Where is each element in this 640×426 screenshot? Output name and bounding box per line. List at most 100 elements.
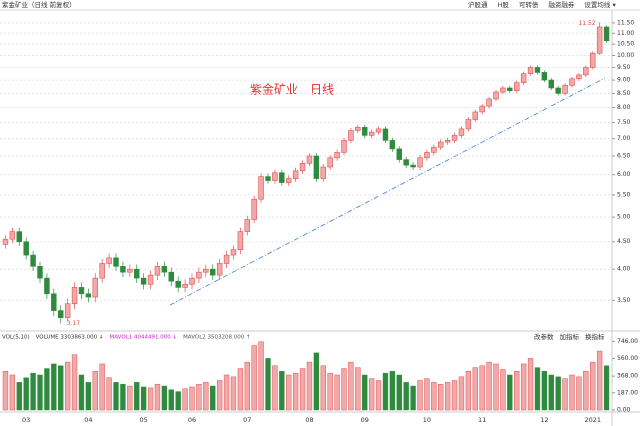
volume-bar bbox=[244, 361, 250, 411]
menu-item[interactable]: 沪股通 bbox=[468, 0, 488, 9]
candle-body bbox=[37, 266, 43, 279]
candle-body bbox=[44, 277, 50, 295]
candle-body bbox=[514, 82, 520, 91]
volume-bar bbox=[37, 374, 43, 411]
x-tick-label: 2021 bbox=[584, 416, 601, 424]
volume-bar bbox=[320, 365, 326, 411]
volume-bar bbox=[520, 363, 527, 411]
menu-item[interactable]: 设置均线 ▾ bbox=[584, 0, 616, 9]
menu-item[interactable]: 融资融券 bbox=[548, 0, 575, 9]
volume-bar bbox=[313, 352, 320, 411]
volume-bar bbox=[147, 387, 154, 411]
volume-bar bbox=[382, 372, 389, 411]
volume-bar bbox=[479, 365, 485, 411]
candle-body bbox=[313, 155, 320, 179]
candle-body bbox=[389, 140, 396, 150]
y-tick-label: 5.00 bbox=[617, 214, 631, 221]
candle-body bbox=[189, 277, 195, 285]
volume-bar bbox=[603, 365, 610, 411]
volume-bar bbox=[362, 374, 368, 411]
volume-bar bbox=[210, 385, 216, 411]
candle-body bbox=[99, 263, 105, 279]
volume-bar bbox=[507, 374, 513, 411]
candle-body bbox=[403, 159, 409, 166]
volume-bar bbox=[230, 376, 237, 411]
legend-entry: VOL(5,10) bbox=[2, 335, 30, 341]
volume-bar bbox=[534, 367, 541, 411]
candle-body bbox=[216, 263, 223, 276]
volume-bar bbox=[431, 382, 437, 411]
y-tick-label: 9.50 bbox=[617, 64, 631, 71]
volume-bar bbox=[140, 386, 147, 411]
volume-bar bbox=[341, 368, 347, 411]
volume-bar bbox=[223, 374, 230, 411]
volume-bar bbox=[569, 374, 575, 411]
candle-body bbox=[348, 130, 354, 141]
volume-bar bbox=[182, 388, 188, 411]
x-tick-label: 11 bbox=[478, 416, 486, 424]
volume-bar bbox=[458, 376, 465, 411]
max-label: 11.52 bbox=[578, 20, 595, 27]
volume-bar bbox=[292, 372, 299, 411]
candle-body bbox=[355, 127, 361, 131]
candle-body bbox=[196, 271, 202, 279]
volume-bar bbox=[127, 385, 133, 411]
y-tick-label: 4.00 bbox=[617, 266, 631, 273]
candle-body bbox=[299, 162, 306, 172]
candle-body bbox=[127, 268, 133, 273]
y-tick-label: 746.00 bbox=[617, 338, 638, 345]
candle-body bbox=[424, 152, 430, 159]
candle-body bbox=[493, 91, 499, 100]
candle-body bbox=[92, 277, 98, 298]
candle-body bbox=[534, 67, 541, 73]
volume-bar bbox=[368, 378, 375, 411]
y-tick-label: 8.00 bbox=[617, 104, 631, 111]
volume-bar bbox=[596, 350, 603, 411]
volume-bar bbox=[58, 365, 64, 411]
volume-bar bbox=[493, 363, 499, 411]
volume-bar bbox=[258, 341, 264, 411]
menu-item[interactable]: H股 bbox=[498, 1, 510, 9]
min-label: 3.17 bbox=[67, 320, 81, 327]
candle-body bbox=[2, 238, 9, 245]
volume-bar bbox=[424, 378, 430, 411]
y-tick-label: 7.50 bbox=[617, 119, 631, 126]
control-button[interactable]: 换指标 bbox=[585, 332, 605, 341]
candle-body bbox=[541, 72, 548, 81]
volume-bar bbox=[30, 372, 36, 411]
candle-body bbox=[251, 198, 257, 220]
candle-body bbox=[507, 87, 513, 91]
y-tick-label: 11.50 bbox=[617, 19, 634, 26]
volume-bar bbox=[555, 376, 561, 411]
candle-body bbox=[147, 274, 154, 285]
x-tick-label: 03 bbox=[22, 416, 30, 424]
volume-bar bbox=[106, 377, 112, 411]
x-tick-label: 07 bbox=[243, 416, 251, 424]
volume-bar bbox=[51, 363, 57, 411]
volume-bar bbox=[64, 361, 71, 411]
candle-body bbox=[265, 176, 271, 181]
volume-bar bbox=[451, 380, 458, 411]
candle-body bbox=[486, 98, 492, 107]
candle-body bbox=[64, 303, 71, 318]
control-button[interactable]: 加指标 bbox=[560, 332, 580, 341]
candle-body bbox=[396, 148, 402, 160]
volume-bar bbox=[120, 383, 126, 411]
volume-bar bbox=[403, 382, 409, 411]
y-tick-label: 8.50 bbox=[617, 90, 631, 97]
candle-body bbox=[527, 67, 534, 74]
candle-body bbox=[154, 266, 161, 276]
y-tick-label: 10.50 bbox=[617, 41, 634, 48]
candle-body bbox=[161, 266, 168, 273]
control-button[interactable]: 改参数 bbox=[534, 332, 554, 341]
volume-bar bbox=[396, 374, 402, 411]
menu-item[interactable]: 可转债 bbox=[519, 0, 539, 9]
y-tick-label: 0.00 bbox=[617, 407, 631, 414]
candle-body bbox=[569, 78, 575, 86]
x-tick-label: 05 bbox=[139, 416, 147, 424]
candle-body bbox=[258, 176, 264, 200]
candle-body bbox=[596, 26, 603, 54]
candle-body bbox=[85, 293, 92, 298]
x-tick-label: 09 bbox=[361, 416, 369, 424]
